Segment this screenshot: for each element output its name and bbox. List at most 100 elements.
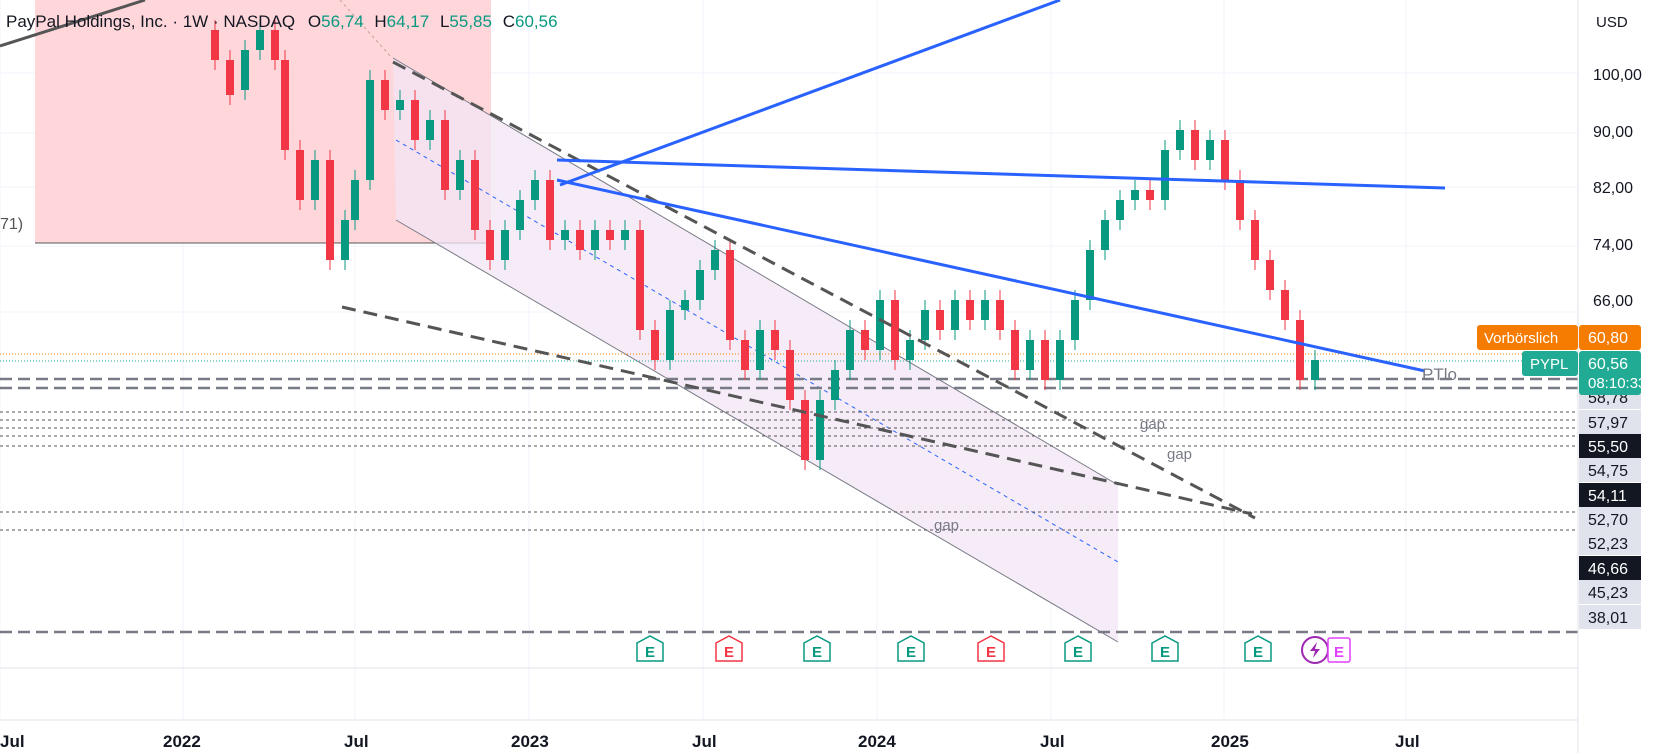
candle xyxy=(1191,120,1199,170)
candle xyxy=(326,150,334,270)
currency-label[interactable]: USD xyxy=(1596,14,1628,31)
lightning-glyph xyxy=(1310,642,1320,658)
candle xyxy=(786,340,794,410)
price-tick-label: 74,00 xyxy=(1593,237,1633,254)
svg-text:E: E xyxy=(1253,644,1263,661)
level-label: 45,23 xyxy=(1588,585,1628,602)
level-label-bg xyxy=(1579,605,1641,629)
candle xyxy=(211,20,219,70)
support-levels xyxy=(0,411,1578,531)
close-label: C xyxy=(502,12,515,31)
gap-label: gap xyxy=(934,517,959,534)
time-tick-label: 2024 xyxy=(858,732,896,751)
candle xyxy=(921,300,929,350)
candle xyxy=(426,110,434,150)
candle xyxy=(591,220,599,260)
candle xyxy=(1281,280,1289,330)
candle xyxy=(501,220,509,270)
exchange: NASDAQ xyxy=(223,12,296,31)
svg-text:E: E xyxy=(1160,644,1170,661)
candle xyxy=(861,320,869,360)
symbol-name: PayPal Holdings, Inc. xyxy=(6,12,168,31)
price-tick-label: 66,00 xyxy=(1593,293,1633,310)
level-label-bg xyxy=(1579,507,1641,531)
level-label-bg xyxy=(1579,434,1641,458)
candle xyxy=(1311,350,1319,390)
close-value: 60,56 xyxy=(514,12,558,31)
level-label: 52,70 xyxy=(1588,512,1628,529)
level-label-bg xyxy=(1579,458,1641,482)
high-value: 64,17 xyxy=(386,12,430,31)
candle xyxy=(1296,310,1304,390)
candle xyxy=(876,290,884,360)
earnings-marker[interactable]: E xyxy=(977,635,1005,662)
earnings-marker[interactable]: E xyxy=(715,635,743,662)
candle xyxy=(486,220,494,270)
time-tick-label: 2023 xyxy=(511,732,549,751)
price-tick-label: 100,00 xyxy=(1593,67,1642,84)
channel-lower xyxy=(395,219,1119,643)
time-tick-label: Jul xyxy=(1395,732,1420,751)
earnings-marker[interactable]: E xyxy=(1244,635,1272,662)
time-tick-label: Jul xyxy=(1040,732,1065,751)
top-left-trendline xyxy=(0,0,146,48)
candle xyxy=(396,90,404,120)
level-label-bg xyxy=(1579,531,1641,555)
candle xyxy=(351,170,359,230)
level-label-bg xyxy=(1579,410,1641,434)
candle xyxy=(1041,330,1049,390)
level-label: 54,11 xyxy=(1588,488,1627,505)
time-tick-label: Jul xyxy=(692,732,717,751)
candle xyxy=(341,210,349,270)
candle xyxy=(1176,120,1184,160)
candle xyxy=(996,290,1004,340)
svg-text:E: E xyxy=(724,644,734,661)
candle xyxy=(651,320,659,370)
candle xyxy=(226,50,234,105)
time-tick-label: Jul xyxy=(0,732,25,751)
candle xyxy=(666,300,674,370)
time-tick-label: 2025 xyxy=(1211,732,1249,751)
ptlo-label: PTlo xyxy=(1422,365,1457,384)
svg-text:60,80: 60,80 xyxy=(1588,330,1628,347)
earnings-marker[interactable]: E xyxy=(1151,635,1179,662)
candle xyxy=(281,50,289,160)
candle xyxy=(711,240,719,280)
open-value: 56,74 xyxy=(321,12,364,31)
price-axis-labels: 100,00 90,00 82,00 74,00 66,00 xyxy=(1593,67,1642,310)
candle xyxy=(1056,330,1064,390)
candle xyxy=(756,320,764,380)
candle xyxy=(1236,170,1244,230)
candle xyxy=(1071,290,1079,350)
blue-trendlines xyxy=(556,0,1446,373)
candle xyxy=(1146,180,1154,210)
earnings-marker[interactable]: E xyxy=(803,635,831,662)
level-price-labels: 58,7857,9755,5054,7554,1152,7052,2346,66… xyxy=(1579,385,1641,629)
svg-text:E: E xyxy=(1073,644,1083,661)
earnings-marker[interactable]: E xyxy=(897,635,925,662)
candle xyxy=(1026,330,1034,380)
level-label: 57,97 xyxy=(1588,415,1628,432)
time-axis[interactable]: Jul 2022 Jul 2023 Jul 2024 Jul 2025 Jul xyxy=(0,732,1420,751)
last-price-tag: PYPL 60,56 08:10:33 xyxy=(1522,351,1646,395)
earnings-marker[interactable]: E xyxy=(636,635,664,662)
candle xyxy=(516,190,524,240)
candle xyxy=(256,20,264,60)
candle xyxy=(1116,190,1124,230)
candle xyxy=(621,220,629,250)
earnings-marker[interactable]: E xyxy=(1064,635,1092,662)
svg-text:E: E xyxy=(645,644,655,661)
symbol-legend[interactable]: PayPal Holdings, Inc. · 1W · NASDAQ O56,… xyxy=(6,12,558,31)
level-label-bg xyxy=(1579,483,1641,507)
gap-label: gap xyxy=(1140,416,1165,433)
level-label: 52,23 xyxy=(1588,536,1628,553)
earnings-marker[interactable]: E xyxy=(1301,636,1351,664)
level-label-bg xyxy=(1579,580,1641,604)
candle xyxy=(531,170,539,210)
svg-text:08:10:33: 08:10:33 xyxy=(1588,375,1646,392)
candle xyxy=(741,330,749,380)
svg-text:Vorbörslich: Vorbörslich xyxy=(1484,330,1558,347)
channel-upper xyxy=(392,57,1119,486)
candle xyxy=(1131,180,1139,210)
